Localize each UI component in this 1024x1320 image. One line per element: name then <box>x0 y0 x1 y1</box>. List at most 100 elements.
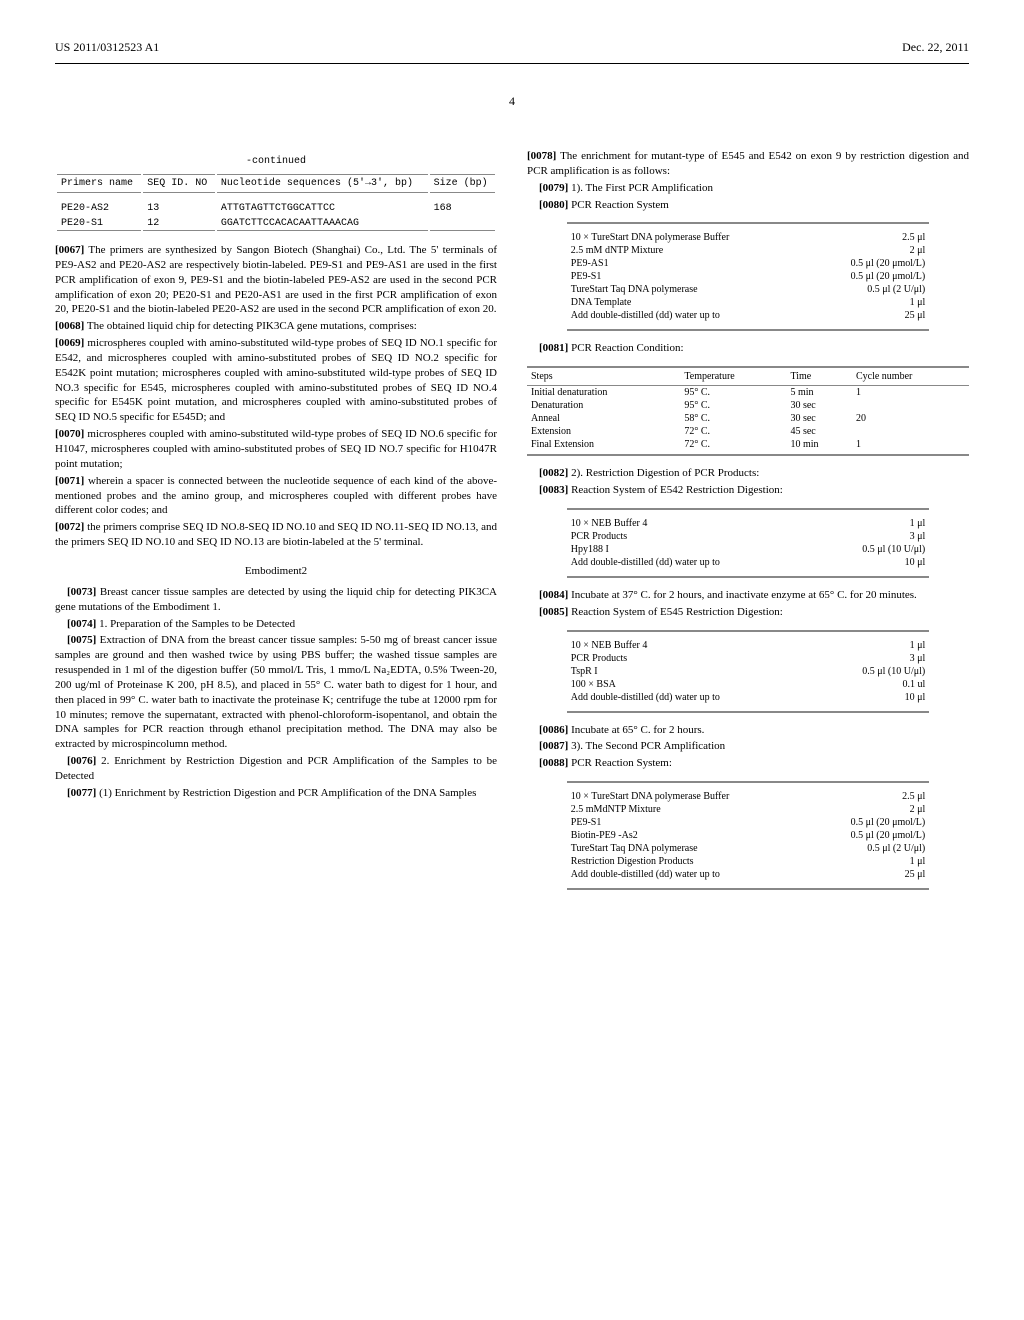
cell: PE9-S1 <box>567 816 809 829</box>
para-0085: [0085] Reaction System of E545 Restricti… <box>527 605 969 620</box>
cell: 1 μl <box>816 509 929 530</box>
cell: Restriction Digestion Products <box>567 855 809 868</box>
cell: 2.5 mM dNTP Mixture <box>567 244 809 257</box>
th: Temperature <box>680 367 786 386</box>
left-column: -continued Primers name SEQ ID. NO Nucle… <box>55 149 497 900</box>
cell <box>430 217 495 231</box>
cell: 2 μl <box>809 803 929 816</box>
cell: TspR I <box>567 665 817 678</box>
para-0070: [0070] microspheres coupled with amino-s… <box>55 427 497 472</box>
th-seq: Nucleotide sequences (5'→3', bp) <box>217 174 428 193</box>
cell: 30 sec <box>786 412 852 425</box>
para-0076: [0076] 2. Enrichment by Restriction Dige… <box>55 754 497 784</box>
cell: 100 × BSA <box>567 678 817 691</box>
para-0067: [0067] The primers are synthesized by Sa… <box>55 243 497 317</box>
cell: 1 μl <box>809 296 929 309</box>
para-0072: [0072] the primers comprise SEQ ID NO.8-… <box>55 520 497 550</box>
th-size: Size (bp) <box>430 174 495 193</box>
e545-table: 10 × NEB Buffer 41 μl PCR Products3 μl T… <box>567 630 929 713</box>
para-0083: [0083] Reaction System of E542 Restricti… <box>527 483 969 498</box>
cell: 0.5 μl (2 U/μl) <box>809 283 929 296</box>
cell: PE9-S1 <box>567 270 809 283</box>
pcr2-table: 10 × TureStart DNA polymerase Buffer2.5 … <box>567 781 929 890</box>
para-0078: [0078] The enrichment for mutant-type of… <box>527 149 969 179</box>
page-header: US 2011/0312523 A1 Dec. 22, 2011 <box>55 40 969 55</box>
e542-table: 10 × NEB Buffer 41 μl PCR Products3 μl H… <box>567 508 929 578</box>
content-columns: -continued Primers name SEQ ID. NO Nucle… <box>55 149 969 900</box>
cell: 72° C. <box>680 425 786 438</box>
cell: Add double-distilled (dd) water up to <box>567 691 817 712</box>
cell: Initial denaturation <box>527 386 680 400</box>
pcr-condition-table: Steps Temperature Time Cycle number Init… <box>527 366 969 456</box>
para-0084: [0084] Incubate at 37° C. for 2 hours, a… <box>527 588 969 603</box>
cell: Denaturation <box>527 399 680 412</box>
cell: Final Extension <box>527 438 680 455</box>
cell: 1 <box>852 386 969 400</box>
cell: 0.5 μl (10 U/μl) <box>816 665 929 678</box>
cell: 20 <box>852 412 969 425</box>
cell: TureStart Taq DNA polymerase <box>567 283 809 296</box>
cell: 58° C. <box>680 412 786 425</box>
cell: 3 μl <box>816 530 929 543</box>
cell: 0.5 μl (20 μmol/L) <box>809 829 929 842</box>
cell: 0.5 μl (20 μmol/L) <box>809 816 929 829</box>
cell: 168 <box>430 202 495 215</box>
para-0082: [0082] 2). Restriction Digestion of PCR … <box>527 466 969 481</box>
publication-date: Dec. 22, 2011 <box>902 40 969 55</box>
th-seqno: SEQ ID. NO <box>143 174 215 193</box>
cell: 10 μl <box>816 556 929 577</box>
cell: 25 μl <box>809 868 929 889</box>
cell: Add double-distilled (dd) water up to <box>567 868 809 889</box>
cell: Biotin-PE9 -As2 <box>567 829 809 842</box>
cell: 0.5 μl (2 U/μl) <box>809 842 929 855</box>
para-0079: [0079] 1). The First PCR Amplification <box>527 181 969 196</box>
th: Cycle number <box>852 367 969 386</box>
para-0069: [0069] microspheres coupled with amino-s… <box>55 336 497 425</box>
cell: 0.5 μl (20 μmol/L) <box>809 257 929 270</box>
pcr1-table: 10 × TureStart DNA polymerase Buffer2.5 … <box>567 222 929 331</box>
para-0074: [0074] 1. Preparation of the Samples to … <box>55 617 497 632</box>
cell: 2.5 mMdNTP Mixture <box>567 803 809 816</box>
cell: 0.1 ul <box>816 678 929 691</box>
cell: 2.5 μl <box>809 782 929 803</box>
cell: 10 × NEB Buffer 4 <box>567 509 817 530</box>
cell <box>852 425 969 438</box>
para-0088: [0088] PCR Reaction System: <box>527 756 969 771</box>
para-0073: [0073] Breast cancer tissue samples are … <box>55 585 497 615</box>
cell: 30 sec <box>786 399 852 412</box>
cell: 0.5 μl (20 μmol/L) <box>809 270 929 283</box>
cell: 5 min <box>786 386 852 400</box>
cell: 10 × TureStart DNA polymerase Buffer <box>567 782 809 803</box>
cell: Hpy188 I <box>567 543 817 556</box>
para-0081: [0081] PCR Reaction Condition: <box>527 341 969 356</box>
para-0086: [0086] Incubate at 65° C. for 2 hours. <box>527 723 969 738</box>
page-number: 4 <box>55 94 969 109</box>
cell: 10 μl <box>816 691 929 712</box>
th: Time <box>786 367 852 386</box>
th: Steps <box>527 367 680 386</box>
para-0087: [0087] 3). The Second PCR Amplification <box>527 739 969 754</box>
th-name: Primers name <box>57 174 141 193</box>
cell: 95° C. <box>680 386 786 400</box>
primers-table: -continued Primers name SEQ ID. NO Nucle… <box>55 149 497 233</box>
header-rule <box>55 63 969 64</box>
cell: ATTGTAGTTCTGGCATTCC <box>217 202 428 215</box>
cell <box>852 399 969 412</box>
para-0068: [0068] The obtained liquid chip for dete… <box>55 319 497 334</box>
cell: 25 μl <box>809 309 929 330</box>
cell: 12 <box>143 217 215 231</box>
cell: 72° C. <box>680 438 786 455</box>
cell: TureStart Taq DNA polymerase <box>567 842 809 855</box>
cell: DNA Template <box>567 296 809 309</box>
cell: Add double-distilled (dd) water up to <box>567 309 809 330</box>
cell: 1 μl <box>809 855 929 868</box>
cell: 95° C. <box>680 399 786 412</box>
para-0071: [0071] wherein a spacer is connected bet… <box>55 474 497 519</box>
cell: 10 × NEB Buffer 4 <box>567 631 817 652</box>
cell: 45 sec <box>786 425 852 438</box>
cell: PCR Products <box>567 530 817 543</box>
continued-label: -continued <box>57 151 495 172</box>
cell: PCR Products <box>567 652 817 665</box>
cell: PE20-AS2 <box>57 202 141 215</box>
cell: PE9-AS1 <box>567 257 809 270</box>
